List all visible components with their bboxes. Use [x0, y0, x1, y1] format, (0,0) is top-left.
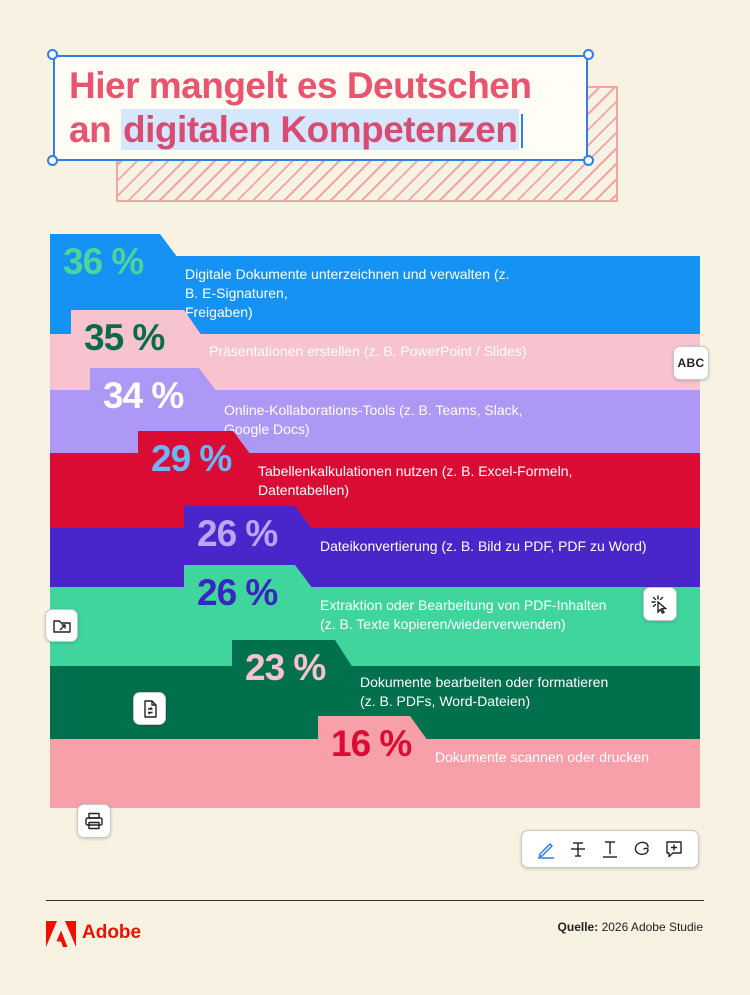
chart-value-label: 23 % [245, 647, 326, 688]
chart-category-label: Digitale Dokumente unterzeichnen und ver… [185, 265, 525, 322]
chart-category-label: Extraktion oder Bearbeitung von PDF-Inha… [320, 596, 660, 634]
chart-category-label-line: Extraktion oder Bearbeitung von PDF-Inha… [320, 597, 607, 613]
chart-category-label: Online-Kollaborations-Tools (z. B. Teams… [224, 401, 564, 439]
chart-value-label: 16 % [331, 723, 412, 764]
title-highlight-text: digitalen Kompetenzen [122, 109, 518, 150]
chart-bar-tab [90, 368, 217, 392]
chart-band [50, 587, 700, 666]
resize-handle-top-right[interactable] [583, 49, 594, 60]
chart-value-label: 26 % [197, 513, 278, 554]
chart-value-label: 36 % [63, 241, 144, 282]
chart-category-label-line: Dokumente bearbeiten oder formatieren [360, 674, 609, 690]
chart-bar-tab [232, 640, 353, 668]
chart-category-label: Dateikonvertierung (z. B. Bild zu PDF, P… [320, 537, 660, 556]
annotation-toolbar [521, 830, 699, 868]
chart-value-label: 35 % [84, 317, 165, 358]
source-credit: Quelle: 2026 Adobe Studie [558, 920, 703, 934]
title-box[interactable]: Hier mangelt es Deutschen an digitalen K… [53, 55, 588, 161]
chart-bar-tab [318, 716, 428, 741]
title-line-2: an digitalen Kompetenzen [69, 109, 524, 151]
chart-category-label: Präsentationen erstellen (z. B. PowerPoi… [209, 342, 549, 361]
chart-category-label-line: Dateikonvertierung (z. B. Bild zu PDF, P… [320, 538, 647, 554]
chart-category-label-line: (z. B. Texte kopieren/wiederverwenden) [320, 616, 566, 632]
chart-bar-tab [71, 310, 202, 336]
chart-value-label: 26 % [197, 572, 278, 613]
chart-value-label: 34 % [103, 375, 184, 416]
chart-bar-tab [50, 234, 178, 258]
chart-bar-tab [184, 565, 313, 589]
chart-value-label: 29 % [151, 438, 232, 479]
text-insert-icon[interactable] [598, 837, 622, 861]
cursor-sparkle-icon[interactable] [643, 587, 677, 621]
chart-band [50, 453, 700, 528]
source-label: Quelle: [557, 920, 599, 934]
chart-category-label-line: Präsentationen erstellen (z. B. PowerPoi… [209, 343, 527, 359]
resize-handle-top-left[interactable] [47, 49, 58, 60]
chart-category-label: Dokumente scannen oder drucken [435, 748, 750, 767]
chart-category-label: Dokumente bearbeiten oder formatieren (z.… [360, 673, 700, 711]
chart-bar-tab [138, 431, 251, 455]
file-convert-icon[interactable] [133, 692, 166, 725]
adobe-logo-icon[interactable] [46, 921, 76, 952]
title-line-2-prefix: an [69, 109, 112, 150]
abc-chip-label: ABC [677, 356, 705, 370]
chart-category-label-line: Digitale Dokumente unterzeichnen und ver… [185, 266, 510, 301]
chart-category-label-line: (z. B. PDFs, Word-Dateien) [360, 693, 531, 709]
strikethrough-icon[interactable] [566, 837, 590, 861]
text-caret [521, 114, 524, 148]
title-line-1: Hier mangelt es Deutschen [69, 65, 532, 106]
resize-handle-bottom-left[interactable] [47, 155, 58, 166]
chart-band [50, 739, 700, 808]
stepped-bar-chart: 36 % Digitale Dokumente unterzeichnen und… [50, 234, 700, 808]
chart-bar-tab [184, 506, 313, 530]
lasso-icon[interactable] [630, 837, 654, 861]
pen-icon[interactable] [534, 837, 558, 861]
chart-category-label: Tabellenkalkulationen nutzen (z. B. Exce… [258, 462, 598, 500]
chart-category-label-line: Online-Kollaborations-Tools (z. B. Teams… [224, 402, 523, 437]
chart-category-label-line: Datentabellen) [258, 482, 350, 498]
chart-category-label-line: Freigaben) [185, 304, 253, 320]
title-highlight: digitalen Kompetenzen [120, 109, 520, 150]
footer-divider [46, 900, 704, 901]
folder-move-icon[interactable] [45, 609, 78, 642]
chart-category-label-line: Dokumente scannen oder drucken [435, 749, 650, 765]
brand-name: Adobe [82, 922, 142, 943]
comment-add-icon[interactable] [662, 837, 686, 861]
abc-icon[interactable]: ABC [673, 346, 709, 380]
source-text: 2026 Adobe Studie [598, 920, 703, 934]
chart-band [50, 528, 700, 587]
chart-category-label-line: Tabellenkalkulationen nutzen (z. B. Exce… [258, 463, 573, 479]
resize-handle-bottom-right[interactable] [583, 155, 594, 166]
printer-icon[interactable] [77, 804, 111, 838]
